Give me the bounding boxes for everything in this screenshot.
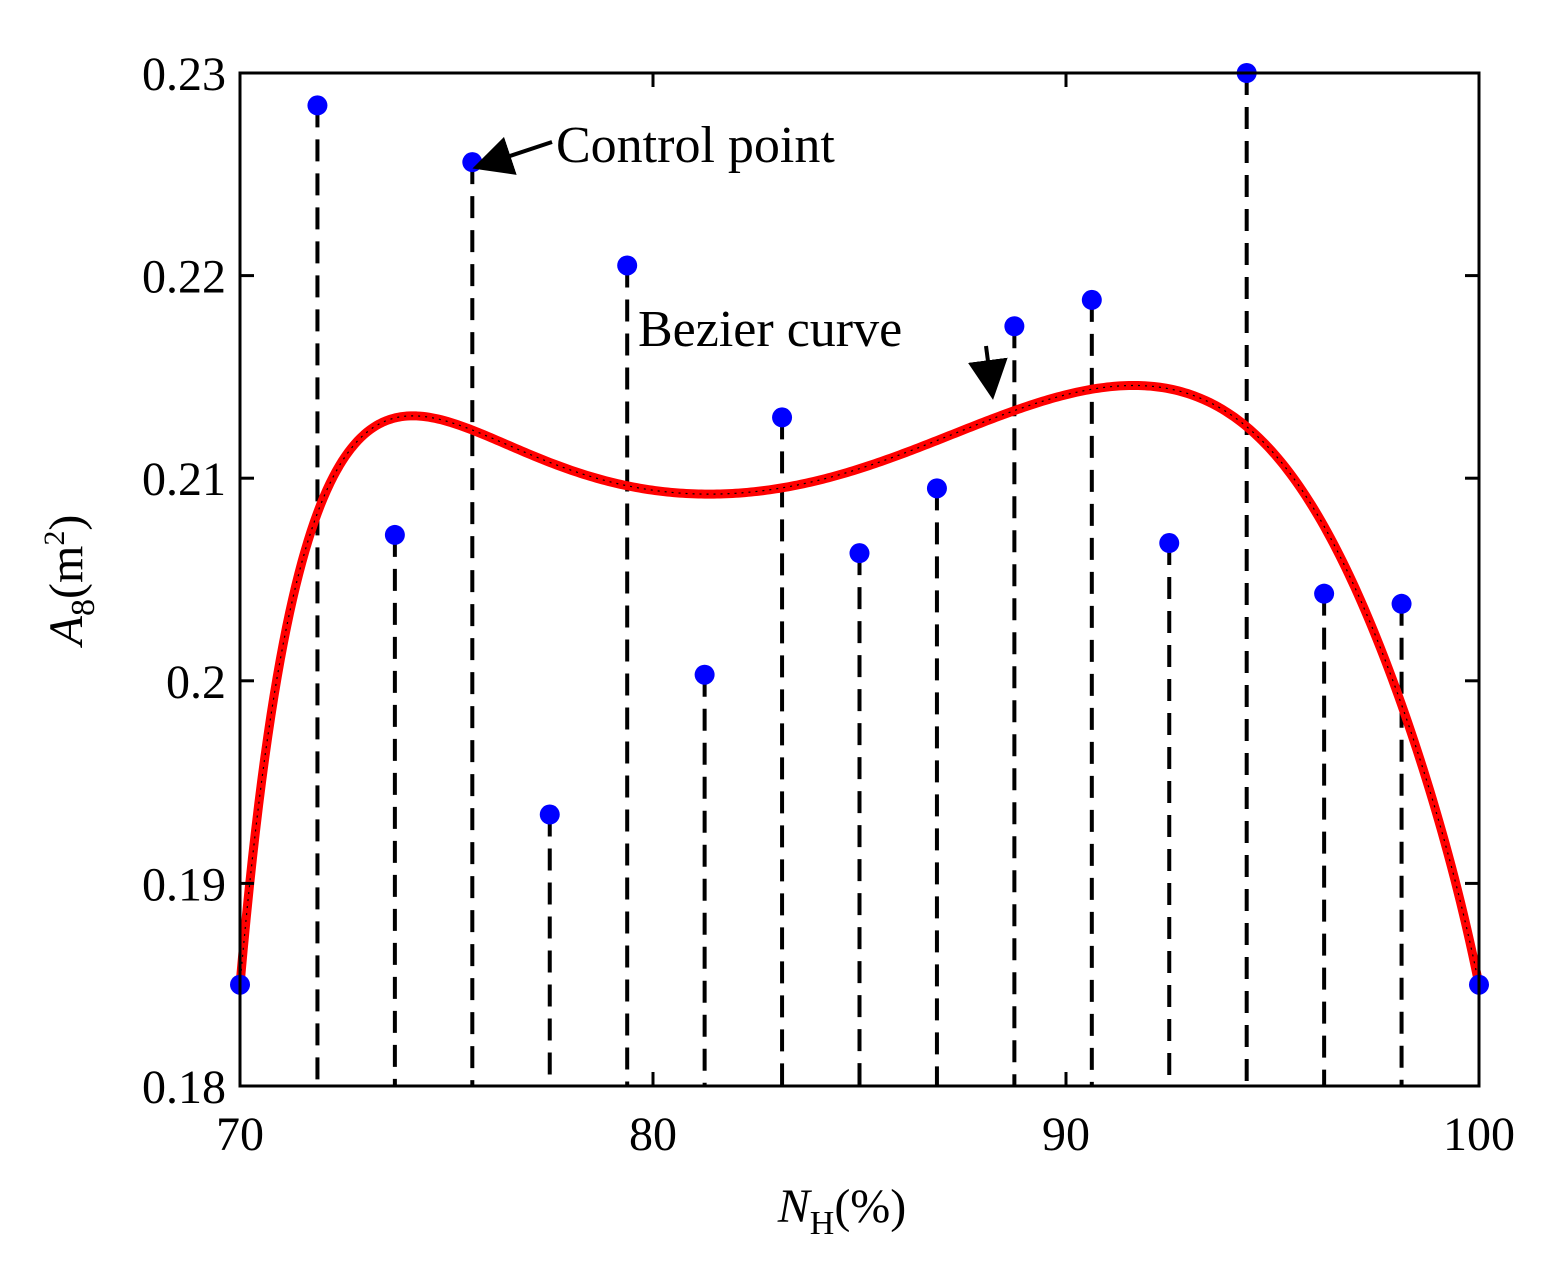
control-point-marker — [849, 543, 870, 564]
y-axis-label-main: A — [40, 615, 93, 648]
control-point-marker — [462, 152, 483, 173]
bezier-curve-arrow — [968, 345, 1008, 400]
y-tick-label: 0.22 — [142, 251, 226, 304]
x-tick-label: 100 — [1443, 1108, 1515, 1161]
control-point-marker — [539, 804, 560, 825]
control-point-marker — [1004, 316, 1025, 337]
y-axis-label-superscript: 2 — [38, 531, 71, 546]
x-tick-label: 80 — [629, 1108, 677, 1161]
control-points-layer — [230, 63, 1489, 995]
control-point-marker — [384, 524, 405, 545]
x-axis-label-main: N — [777, 1180, 813, 1233]
axis-ticks: 70 80 90 100 0.18 0.19 0.2 0.21 0.22 0.23 — [142, 48, 1515, 1161]
x-axis-label-unit: (%) — [834, 1180, 906, 1233]
x-tick-label: 70 — [216, 1108, 264, 1161]
control-point-stems — [315, 73, 1404, 1086]
bezier-curve-dotted-overlay — [239, 384, 1480, 985]
plot-frame — [238, 71, 1481, 1088]
control-point-marker — [307, 95, 328, 116]
control-point-marker — [1159, 533, 1180, 554]
y-tick-label: 0.2 — [166, 656, 226, 709]
control-point-marker — [617, 255, 638, 276]
y-tick-label: 0.21 — [142, 453, 226, 506]
control-point-marker — [772, 407, 793, 428]
x-axis-label-subscript: H — [810, 1205, 835, 1242]
x-tick-label: 90 — [1042, 1108, 1090, 1161]
bezier-curve-layer — [235, 380, 1484, 990]
control-point-marker — [694, 664, 715, 685]
y-tick-label: 0.18 — [142, 1061, 226, 1114]
y-axis-label-unit: (m — [40, 546, 93, 599]
y-tick-label: 0.19 — [142, 858, 226, 911]
control-point-marker — [1081, 289, 1102, 310]
control-point-marker — [926, 478, 947, 499]
control-point-annotation: Control point — [556, 117, 835, 174]
control-point-arrow — [472, 136, 553, 175]
y-axis-label-unit-close: ) — [40, 515, 93, 531]
y-axis-label: A8(m2) — [38, 515, 102, 649]
x-axis-label: NH(%) — [777, 1180, 907, 1242]
bezier-curve-annotation: Bezier curve — [638, 301, 902, 358]
control-point-marker — [1314, 583, 1335, 604]
control-point-marker — [1391, 593, 1412, 614]
y-tick-label: 0.23 — [142, 48, 226, 101]
y-axis-label-subscript: 8 — [65, 599, 102, 616]
